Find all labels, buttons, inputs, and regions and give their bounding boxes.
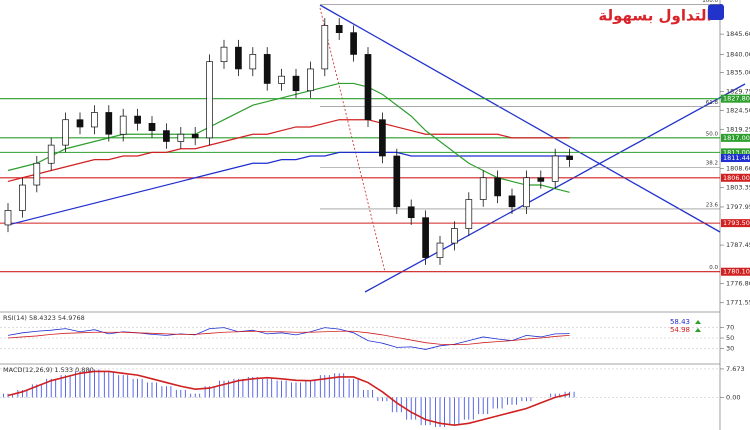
candle-body — [465, 199, 473, 229]
logo-icon — [708, 4, 724, 20]
candle-body — [436, 242, 444, 258]
level-box — [721, 173, 750, 182]
level-box — [721, 133, 750, 142]
legend-value: 54.98 — [670, 326, 690, 334]
line — [7, 327, 570, 350]
level-box — [721, 267, 750, 276]
level-label: 1813.00 — [723, 148, 750, 156]
y-tick-label: 1845.60 — [726, 30, 750, 38]
candle-body — [551, 155, 559, 182]
candle-body — [163, 130, 170, 142]
last-price-box — [721, 154, 750, 163]
candle-body — [76, 119, 84, 128]
candle-body — [292, 75, 300, 92]
level-box — [721, 219, 750, 228]
y-tick-label: 70 — [726, 324, 734, 332]
candle-body — [119, 115, 127, 135]
candle-body — [479, 177, 487, 200]
fib-anchor — [319, 7, 386, 273]
trendline — [319, 4, 721, 233]
panel-title: MACD(12,26,9) 1.533 0.880 — [3, 366, 94, 374]
candle-body — [47, 144, 55, 164]
candle-body — [307, 68, 314, 92]
candle-body — [407, 206, 415, 219]
candle-body — [321, 25, 329, 70]
fib-label: 38.2 — [706, 161, 718, 167]
candle-body — [235, 46, 242, 70]
y-tick-label: 1797.95 — [726, 203, 750, 211]
candle-body — [206, 61, 213, 139]
y-tick-label: 50 — [726, 334, 734, 342]
candle-body — [523, 177, 530, 208]
y-tick-label: 1787.45 — [726, 241, 750, 249]
candle-body — [508, 195, 516, 208]
panel-title: RSI(14) 58.4323 54.9768 — [3, 314, 85, 322]
legend-value: 58.43 — [670, 318, 690, 326]
candle-body — [148, 122, 156, 131]
fib-label: 100.0 — [702, 0, 718, 4]
candle-body — [335, 25, 343, 34]
y-tick-label: 1840.00 — [726, 50, 750, 58]
y-tick-label: 1824.50 — [726, 107, 750, 115]
y-tick-label: 7.673 — [726, 365, 745, 373]
legend-arrow — [695, 320, 701, 324]
candle-body — [364, 54, 372, 121]
candle-body — [62, 119, 69, 146]
candle-body — [263, 54, 271, 84]
fib-label: 23.6 — [706, 202, 719, 208]
candle-body — [91, 112, 98, 128]
fib-label: 50.0 — [706, 131, 719, 137]
y-tick-label: 1771.55 — [726, 299, 750, 307]
candle-body — [393, 155, 401, 208]
candle-body — [451, 228, 458, 244]
y-tick-label: 1835.00 — [726, 69, 750, 77]
candle-body — [33, 162, 41, 186]
candle-body — [566, 155, 573, 160]
level-label: 1806.00 — [723, 174, 750, 182]
candle-body — [350, 32, 357, 55]
y-tick-label: 1819.25 — [726, 126, 750, 134]
y-tick-label: 1803.35 — [726, 183, 750, 191]
line — [7, 82, 570, 193]
level-label: 1793.50 — [723, 219, 750, 227]
level-box — [721, 94, 750, 103]
y-tick-label: 1808.60 — [726, 164, 750, 172]
candle-body — [134, 115, 141, 124]
fib-label: 0.0 — [709, 265, 718, 271]
candle-body — [220, 46, 228, 63]
last-price-label: 1811.44 — [723, 154, 750, 162]
candle-body — [177, 133, 185, 142]
candle-body — [19, 184, 26, 211]
line — [7, 119, 570, 182]
level-label: 1817.00 — [723, 134, 750, 142]
y-tick-label: 30 — [726, 344, 734, 352]
logo: التداول بسهولة — [598, 7, 711, 25]
fib-label: 61.8 — [706, 100, 719, 106]
candle-body — [4, 210, 12, 226]
candle-body — [105, 112, 113, 135]
candle-body — [494, 177, 501, 197]
legend-arrow — [695, 328, 701, 332]
candle-body — [278, 75, 285, 84]
line — [7, 370, 570, 426]
level-label: 1827.80 — [723, 95, 750, 103]
candle-body — [537, 177, 545, 182]
line — [7, 151, 570, 226]
level-box — [721, 148, 750, 157]
line — [7, 330, 570, 346]
candle-body — [379, 119, 386, 157]
level-label: 1780.10 — [723, 268, 750, 276]
y-tick-label: 0.00 — [726, 393, 740, 401]
candle-body — [191, 133, 199, 139]
y-tick-label: 1776.80 — [726, 280, 750, 288]
y-tick-label: 1829.75 — [726, 88, 750, 96]
candle-body — [422, 217, 429, 258]
candle-body — [249, 54, 257, 70]
